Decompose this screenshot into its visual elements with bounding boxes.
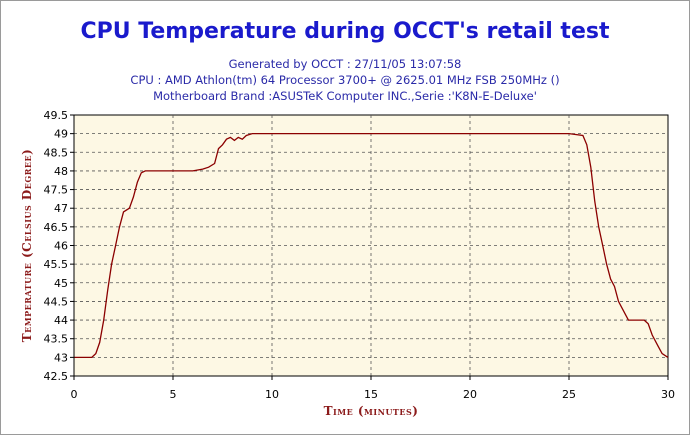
y-tick-label: 44 [54, 314, 68, 327]
chart-subtitle-cpu: CPU : AMD Athlon(tm) 64 Processor 3700+ … [130, 73, 560, 87]
x-axis-ticks: 0 5 10 15 20 25 30 [71, 376, 675, 401]
x-tick-label: 25 [562, 388, 576, 401]
y-tick-label: 46.5 [44, 221, 69, 234]
temperature-series-line [74, 132, 669, 359]
y-tick-label: 49 [54, 128, 68, 141]
y-tick-label: 48 [54, 165, 68, 178]
y-tick-label: 47.5 [44, 184, 69, 197]
y-tick-label: 45 [54, 277, 68, 290]
y-tick-label: 47 [54, 202, 68, 215]
y-tick-label: 43.5 [44, 333, 69, 346]
x-tick-label: 5 [170, 388, 177, 401]
x-tick-label: 20 [463, 388, 477, 401]
y-tick-label: 46 [54, 240, 68, 253]
y-tick-label: 49.5 [44, 109, 69, 122]
y-tick-label: 44.5 [44, 295, 69, 308]
y-axis-ticks: 42.5 43 43.5 44 44.5 45 45.5 46 46.5 47 47.5 48 48.5… [44, 109, 74, 383]
x-tick-label: 30 [661, 388, 675, 401]
gridlines [74, 115, 668, 376]
chart-subtitle-motherboard: Motherboard Brand :ASUSTeK Computer INC.… [153, 89, 537, 103]
y-tick-label: 42.5 [44, 370, 69, 383]
y-tick-label: 48.5 [44, 146, 69, 159]
chart-title: CPU Temperature during OCCT's retail tes… [80, 19, 610, 44]
x-tick-label: 15 [364, 388, 378, 401]
y-tick-label: 43 [54, 351, 68, 364]
y-axis-title: Temperature (Celsius Degree) [20, 149, 34, 343]
x-tick-label: 10 [265, 388, 279, 401]
y-tick-label: 45.5 [44, 258, 69, 271]
chart-subtitle-generated: Generated by OCCT : 27/11/05 13:07:58 [228, 57, 462, 71]
x-axis-title: Time (minutes) [324, 404, 419, 418]
x-tick-label: 0 [71, 388, 78, 401]
